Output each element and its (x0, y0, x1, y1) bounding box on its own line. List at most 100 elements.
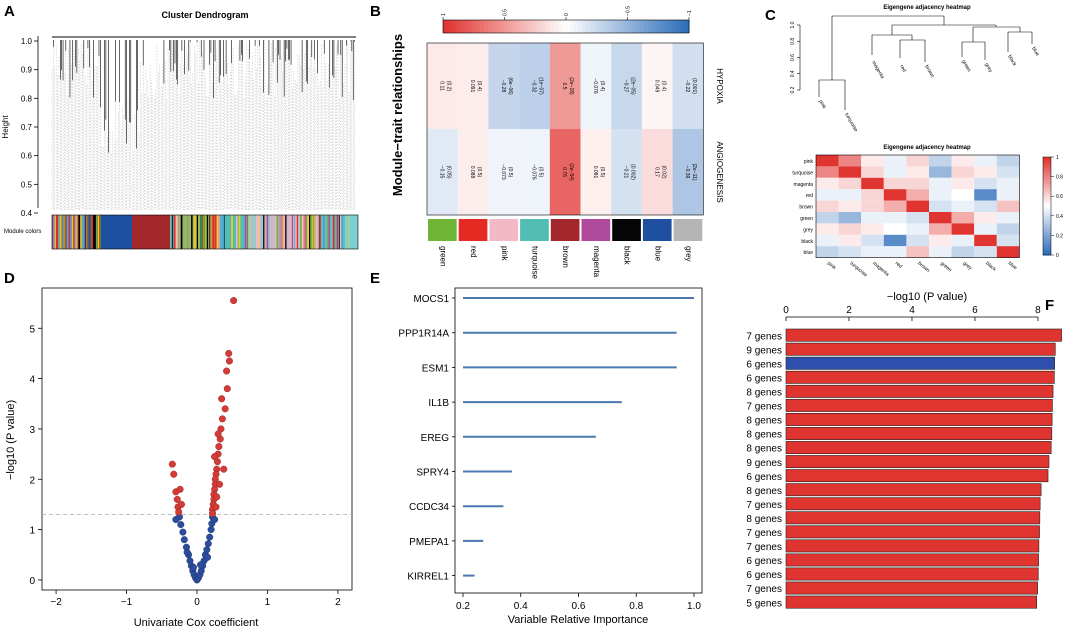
scale-gradient-step (512, 20, 518, 33)
d-point-nonsig (177, 521, 185, 529)
scale-gradient-step (557, 20, 563, 33)
f-category-label: 8 genes (746, 444, 782, 455)
scale-gradient-step (586, 20, 592, 33)
module-color-stripe (317, 215, 319, 249)
c-scale-step (1043, 174, 1051, 178)
module-color-stripe (284, 215, 286, 249)
cell-correlation: −0.076 (592, 78, 598, 94)
panel-letter-c: C (765, 7, 776, 24)
d-point-sig (225, 357, 233, 365)
e-category-label: EREG (421, 433, 450, 444)
c-heat-cell (951, 212, 975, 224)
e-xtick-label: 0.8 (629, 601, 643, 612)
module-color-stripe (82, 215, 85, 249)
c-scale-step (1043, 208, 1051, 212)
cell-pvalue: (0.5) (537, 167, 543, 178)
module-swatch (458, 219, 488, 241)
scale-gradient-step (602, 20, 608, 33)
c-heat-cell (929, 200, 952, 212)
panel-letter-e: E (370, 270, 380, 287)
cell-correlation: 0.17 (653, 167, 659, 177)
c-heat-cell (861, 155, 884, 167)
c-heat-cell (951, 246, 975, 258)
module-color-stripe (257, 215, 260, 249)
cell-pvalue: (2e−54) (568, 163, 574, 181)
f-category-label: 6 genes (746, 373, 782, 384)
d-point-sig (175, 508, 183, 516)
module-color-stripe (85, 215, 87, 249)
f-xtick-label: 2 (846, 305, 852, 316)
heatmap-cell (519, 43, 550, 129)
cell-correlation: 0.091 (469, 80, 475, 93)
heatmap-cell (457, 43, 489, 129)
d-point-nonsig (172, 516, 180, 524)
f-bar (785, 427, 1053, 440)
cell-pvalue: (0.001) (691, 78, 697, 94)
cell-pvalue: (0.5) (476, 167, 482, 178)
d-xtick-label: 1 (265, 597, 271, 608)
d-point-sig (223, 385, 231, 393)
cell-correlation: 0.5 (561, 83, 567, 90)
f-xtick-label: 6 (972, 305, 978, 316)
scale-gradient-step (623, 20, 628, 33)
c-row-label: turquoise (792, 170, 813, 176)
module-color-stripe (62, 215, 64, 249)
cell-correlation: 0.081 (592, 166, 598, 179)
f-category-label: 6 genes (746, 472, 782, 483)
d-point-nonsig (204, 553, 212, 561)
module-color-stripe (216, 215, 219, 249)
scale-gradient-step (447, 20, 452, 33)
module-color-stripe (208, 215, 210, 249)
f-bar (785, 469, 1049, 483)
module-color-stripe (308, 215, 311, 249)
scale-gradient-step (660, 20, 665, 33)
module-color-stripe (176, 215, 178, 249)
scale-gradient-step (672, 20, 678, 33)
heatmap-cell (488, 43, 520, 129)
module-color-stripe (95, 215, 98, 249)
module-color-stripe (327, 215, 329, 249)
c-heat-cell (883, 177, 907, 190)
c-heat-cell (996, 166, 1020, 178)
heatmap-cell (427, 129, 458, 215)
panel-b-trait-labels: HYPOXIA ANGIOGENESIS (715, 68, 724, 202)
f-category-label: 8 genes (746, 416, 782, 427)
scale-gradient-step (648, 20, 653, 33)
scale-gradient-step (684, 20, 690, 33)
c-scale-step (1043, 164, 1051, 168)
c-heat-cell (996, 177, 1020, 190)
scale-gradient-step (582, 20, 587, 33)
c-col-label: green (939, 261, 953, 274)
module-color-stripe (284, 215, 287, 249)
module-label: turquoise (530, 246, 539, 279)
panel-b-color-scale: 1 0.5 0 −0.5 −1 (441, 6, 693, 34)
c-col-label: red (894, 261, 904, 270)
cell-pvalue: (0.5) (599, 167, 605, 178)
c-heat-cell (816, 177, 839, 190)
trait-label: ANGIOGENESIS (715, 141, 724, 202)
module-color-stripe (75, 215, 77, 249)
c-scale-step (1043, 193, 1051, 197)
c-heat-cell (996, 200, 1020, 212)
module-color-stripe (173, 215, 176, 249)
panel-e-frame (454, 287, 703, 594)
panel-b-heatmap: 0.11 (0.2) 0.091 (0.4) −0.28 (6e−06) −0.32 (1e−… (426, 42, 704, 216)
module-color-stripe (247, 215, 249, 249)
d-point-sig (212, 503, 220, 511)
module-label: black (623, 246, 632, 266)
panel-c-dendrogram: 0.2 0.4 0.6 0.8 1.0 pink turquoise magenta red br… (790, 15, 1040, 133)
cell-pvalue: (0.05) (445, 165, 451, 178)
module-color-stripe (263, 215, 264, 249)
module-color-stripe (91, 215, 94, 249)
trait-label: HYPOXIA (715, 68, 724, 104)
scale-gradient-step (566, 20, 571, 33)
c-dendro-leaf-label: grey (983, 62, 993, 74)
c-heat-cell (883, 166, 907, 178)
c-scale-step (1043, 186, 1051, 190)
module-color-stripe (300, 215, 302, 249)
module-color-stripe (342, 215, 344, 249)
f-category-label: 7 genes (746, 402, 782, 413)
c-dendro-leaf-label: green (960, 59, 972, 73)
module-swatch (428, 219, 457, 241)
module-color-stripe (92, 215, 95, 249)
